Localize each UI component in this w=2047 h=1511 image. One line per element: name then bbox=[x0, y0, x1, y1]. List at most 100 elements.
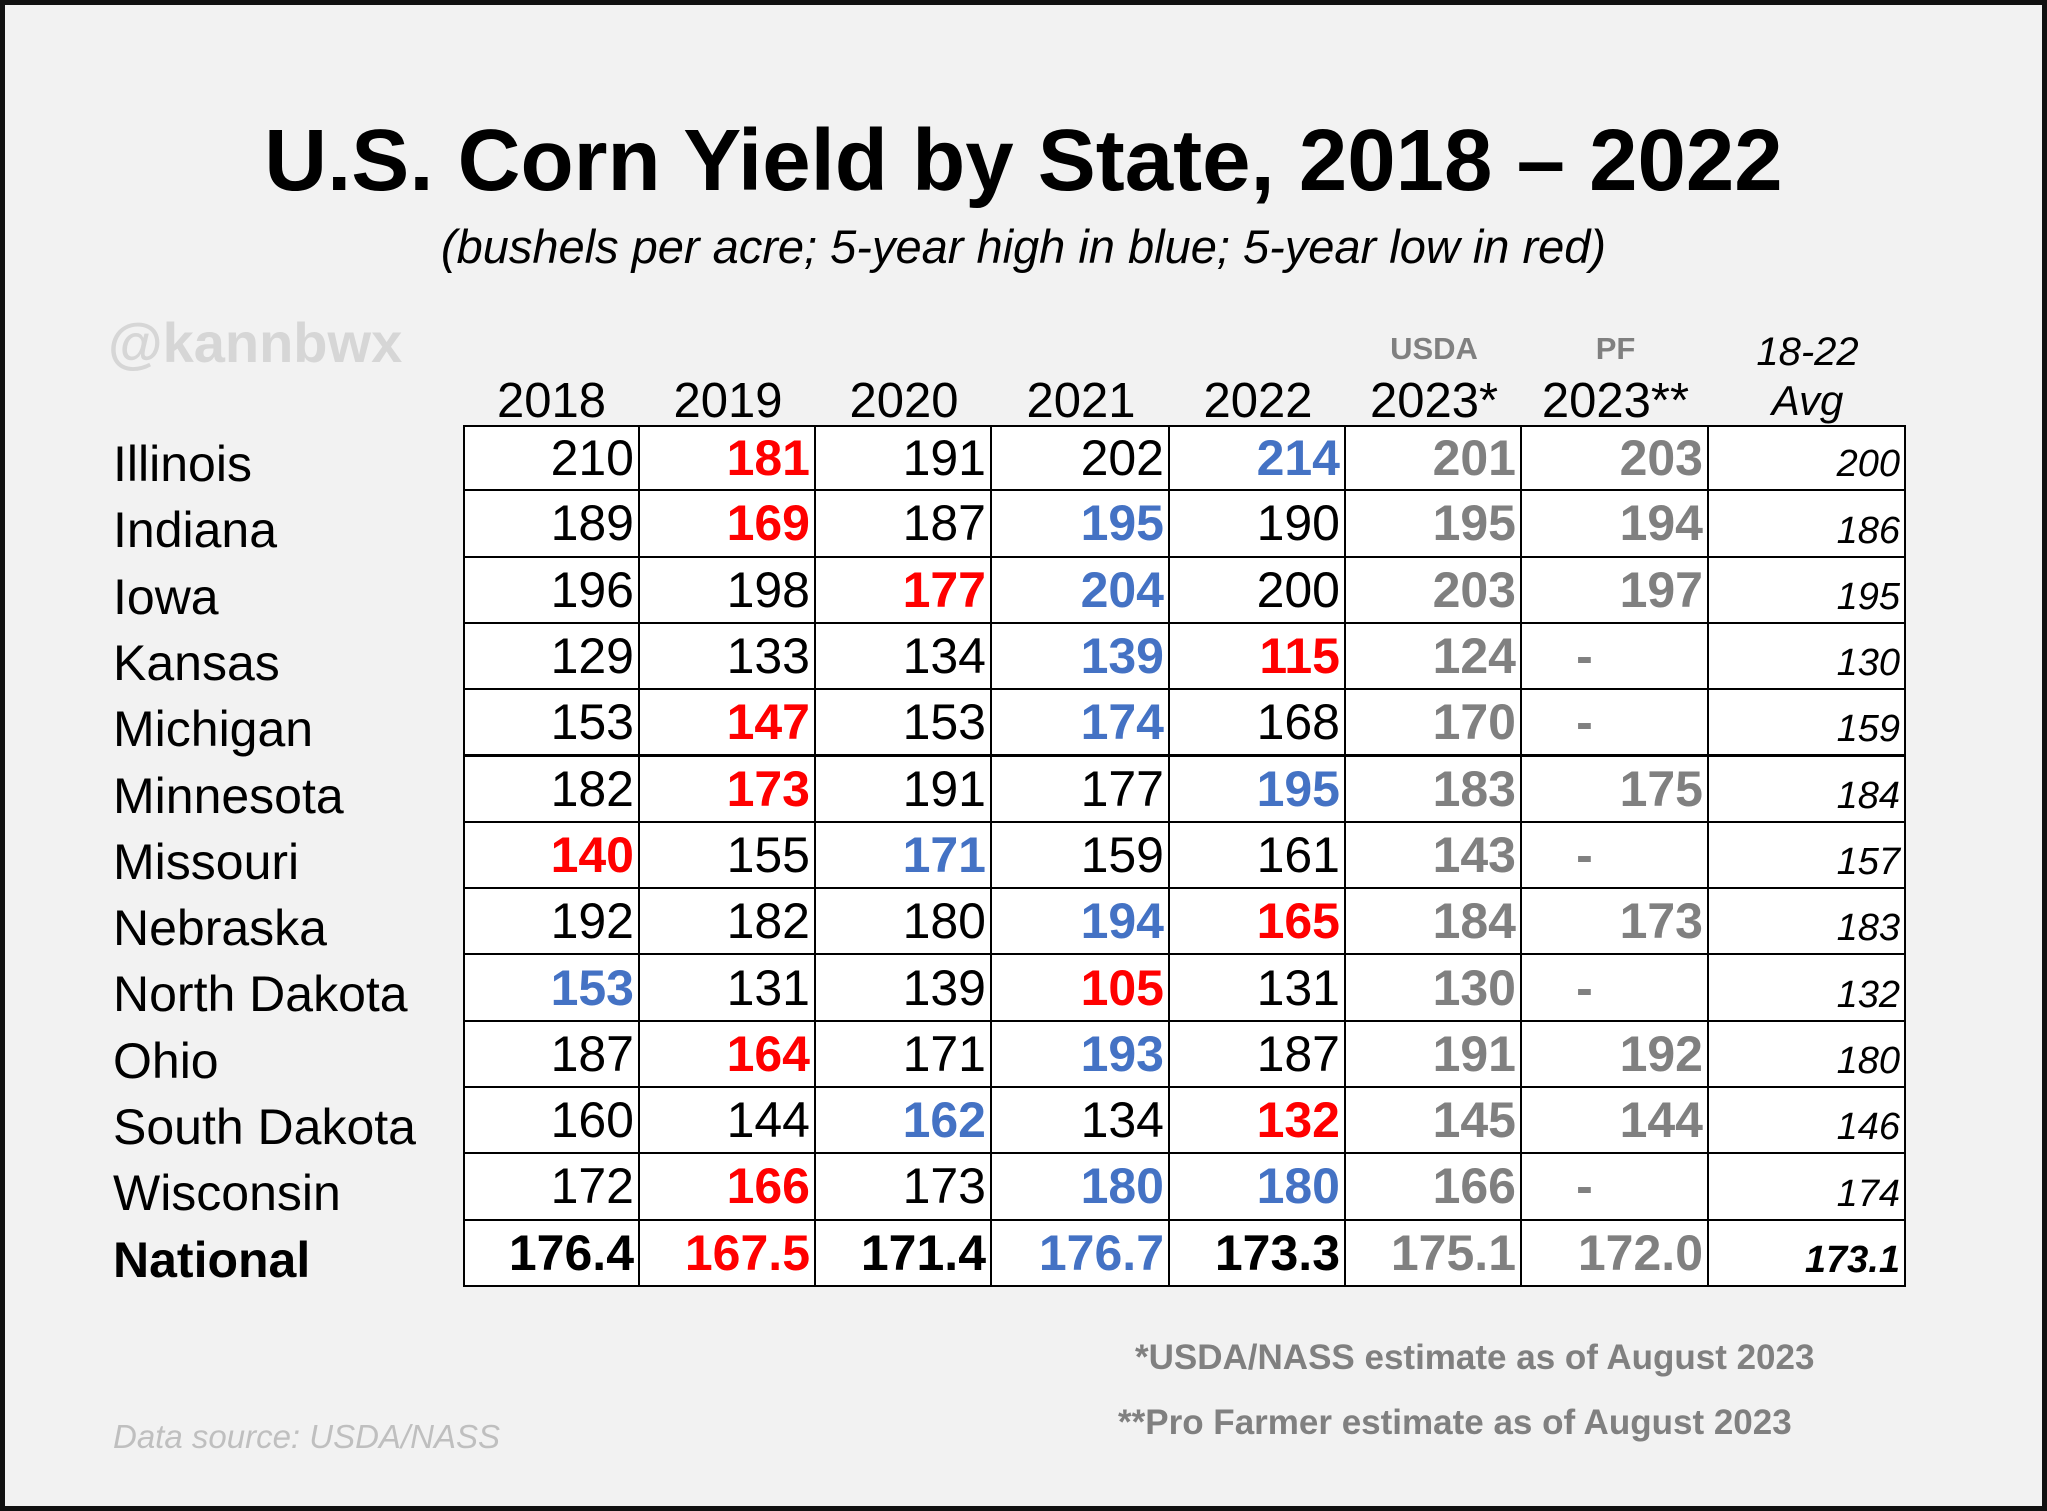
table-cell: 184 bbox=[1707, 754, 1906, 823]
table-cell: 134 bbox=[814, 621, 992, 691]
row-label: Minnesota bbox=[113, 767, 344, 824]
column-header: 2019 bbox=[673, 374, 783, 428]
table-cell: 195 bbox=[1168, 754, 1346, 823]
table-cell: 204 bbox=[990, 555, 1170, 624]
table-cell: 195 bbox=[1707, 555, 1906, 624]
table-cell: 203 bbox=[1344, 555, 1522, 624]
table-cell: 173 bbox=[814, 1152, 992, 1221]
column-header: 2018 bbox=[496, 374, 606, 428]
column-header: 2021 bbox=[1026, 374, 1136, 428]
table-cell: 133 bbox=[638, 621, 816, 691]
table-cell: 184 bbox=[1344, 887, 1522, 956]
table-cell: 195 bbox=[990, 489, 1170, 558]
table-cell: 140 bbox=[463, 820, 640, 890]
table-cell: 176.4 bbox=[463, 1218, 640, 1287]
table-cell: 166 bbox=[638, 1152, 816, 1221]
table-cell: 172 bbox=[463, 1152, 640, 1221]
table-cell: 146 bbox=[1707, 1086, 1906, 1155]
table-cell: 177 bbox=[990, 754, 1170, 823]
title: U.S. Corn Yield by State, 2018 – 2022 bbox=[264, 112, 1783, 209]
table-cell: 200 bbox=[1707, 425, 1906, 492]
table-cell: 183 bbox=[1344, 754, 1522, 823]
row-label: North Dakota bbox=[113, 966, 408, 1023]
table-cell: 171 bbox=[814, 1019, 992, 1088]
table-cell: 187 bbox=[463, 1019, 640, 1088]
table-cell: 139 bbox=[990, 621, 1170, 691]
table-cell: 187 bbox=[1168, 1019, 1346, 1088]
table-cell: 177 bbox=[814, 555, 992, 624]
table-cell: 159 bbox=[1707, 688, 1906, 757]
table-cell: - bbox=[1520, 1152, 1709, 1221]
table-cell: 191 bbox=[814, 425, 992, 492]
table-cell: 195 bbox=[1344, 489, 1522, 558]
table-cell: 143 bbox=[1344, 820, 1522, 890]
table-cell: 180 bbox=[1168, 1152, 1346, 1221]
table-cell: 115 bbox=[1168, 621, 1346, 691]
table-cell: 186 bbox=[1707, 489, 1906, 558]
table-cell: 198 bbox=[638, 555, 816, 624]
column-header: 2020 bbox=[849, 374, 959, 428]
table-cell: 144 bbox=[1520, 1086, 1709, 1155]
row-label: Wisconsin bbox=[113, 1165, 341, 1222]
table-cell: 134 bbox=[990, 1086, 1170, 1155]
table-cell: 164 bbox=[638, 1019, 816, 1088]
column-header-top: USDA bbox=[1390, 331, 1478, 366]
column-header: 2023** bbox=[1541, 374, 1690, 428]
table-cell: 203 bbox=[1520, 425, 1709, 492]
table-cell: 182 bbox=[638, 887, 816, 956]
table-cell: 173.3 bbox=[1168, 1218, 1346, 1287]
table-cell: 190 bbox=[1168, 489, 1346, 558]
table-cell: 170 bbox=[1344, 688, 1522, 757]
table-cell: 105 bbox=[990, 953, 1170, 1022]
table-cell: 130 bbox=[1707, 621, 1906, 691]
watermark: @kannbwx bbox=[108, 311, 403, 374]
source: Data source: USDA/NASS bbox=[113, 1418, 500, 1455]
row-label: South Dakota bbox=[113, 1099, 416, 1155]
table-cell: 129 bbox=[463, 621, 640, 691]
table-cell: 197 bbox=[1520, 555, 1709, 624]
table-cell: 173 bbox=[638, 754, 816, 823]
column-header: 2022 bbox=[1203, 374, 1313, 428]
table-cell: 169 bbox=[638, 489, 816, 558]
table-cell: 157 bbox=[1707, 820, 1906, 890]
footnote: *USDA/NASS estimate as of August 2023 bbox=[1135, 1338, 1815, 1377]
table-cell: 175 bbox=[1520, 754, 1709, 823]
table-cell: 171.4 bbox=[814, 1218, 992, 1287]
column-header: Avg bbox=[1771, 377, 1844, 424]
table-cell: 155 bbox=[638, 820, 816, 890]
table-cell: 160 bbox=[463, 1086, 640, 1155]
column-header-top: PF bbox=[1595, 331, 1636, 366]
table-cell: 187 bbox=[814, 489, 992, 558]
table-cell: 201 bbox=[1344, 425, 1522, 492]
table-cell: 175.1 bbox=[1344, 1218, 1522, 1287]
table-cell: 166 bbox=[1344, 1152, 1522, 1221]
table-cell: 192 bbox=[1520, 1019, 1709, 1088]
table-cell: 182 bbox=[463, 754, 640, 823]
table-cell: 153 bbox=[463, 688, 640, 757]
table-cell: 145 bbox=[1344, 1086, 1522, 1155]
table-cell: 153 bbox=[814, 688, 992, 757]
table-cell: 161 bbox=[1168, 820, 1346, 890]
table-cell: - bbox=[1520, 820, 1709, 890]
column-header: 2023* bbox=[1369, 374, 1499, 428]
table-cell: 191 bbox=[1344, 1019, 1522, 1088]
table-cell: 174 bbox=[990, 688, 1170, 757]
table-cell: 132 bbox=[1707, 953, 1906, 1022]
row-label: Kansas bbox=[113, 634, 280, 691]
row-label: Iowa bbox=[113, 568, 219, 625]
table-cell: - bbox=[1520, 953, 1709, 1022]
row-label: Michigan bbox=[113, 701, 314, 758]
table-cell: 180 bbox=[1707, 1019, 1906, 1088]
table-cell: 194 bbox=[1520, 489, 1709, 558]
row-label: Nebraska bbox=[113, 900, 327, 957]
table-cell: 131 bbox=[638, 953, 816, 1022]
table-cell: 214 bbox=[1168, 425, 1346, 492]
table-cell: 191 bbox=[814, 754, 992, 823]
table-cell: 144 bbox=[638, 1086, 816, 1155]
table-cell: 171 bbox=[814, 820, 992, 890]
table-cell: 139 bbox=[814, 953, 992, 1022]
table-cell: 202 bbox=[990, 425, 1170, 492]
row-label: Missouri bbox=[113, 833, 300, 890]
table-cell: 162 bbox=[814, 1086, 992, 1155]
